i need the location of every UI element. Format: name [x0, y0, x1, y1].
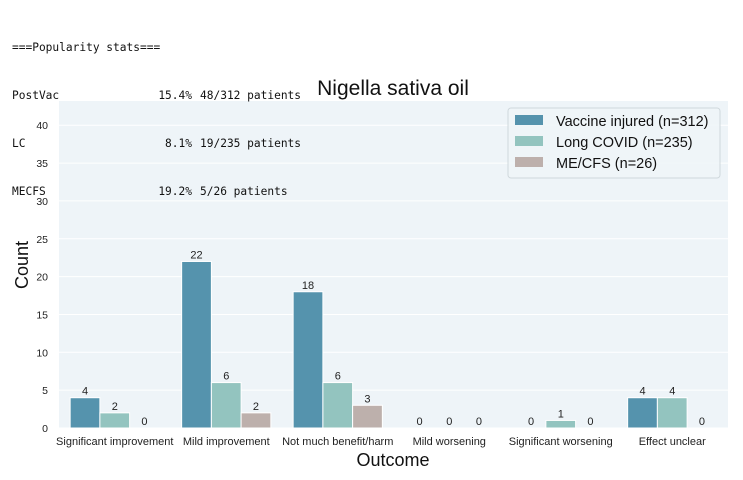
legend: Vaccine injured (n=312) Long COVID (n=235… [507, 107, 721, 179]
bar [240, 412, 272, 429]
popularity-stats: ===Popularity stats=== PostVac 15.4% 48/31… [12, 8, 301, 216]
stats-count: 19/235 patients [200, 137, 302, 150]
y-axis-label: Count [12, 241, 32, 289]
stats-group: MECFS [12, 185, 46, 198]
x-tick-label: Mild improvement [183, 436, 270, 448]
stats-pct: 8.1% [165, 137, 192, 150]
bar-value-label: 0 [699, 416, 705, 428]
x-tick-labels: Significant improvement Mild improvement N… [56, 436, 706, 448]
bar-value-label: 0 [141, 416, 147, 428]
y-tick-label: 10 [36, 347, 48, 359]
bar-value-label: 4 [82, 386, 88, 398]
stats-count: 48/312 patients [200, 89, 302, 102]
y-tick-label: 25 [36, 234, 48, 246]
x-tick-label: Not much benefit/harm [282, 436, 393, 448]
legend-box [507, 107, 721, 179]
y-tick-label: 35 [36, 158, 48, 170]
bar-value-label: 6 [335, 371, 341, 383]
bar-value-label: 4 [669, 386, 675, 398]
y-tick-label: 30 [36, 196, 48, 208]
bar [292, 291, 324, 429]
y-tick-labels: 0 5 10 15 20 25 30 35 40 [36, 120, 48, 435]
x-tick-label: Mild worsening [413, 436, 486, 448]
legend-entry: ME/CFS (n=26) [556, 156, 657, 172]
stats-group: PostVac [12, 89, 60, 102]
bar-value-label: 0 [446, 416, 452, 428]
bar [656, 397, 688, 429]
stats-pct: 15.4% [158, 89, 192, 102]
stats-header: ===Popularity stats=== [12, 41, 161, 54]
y-tick-label: 15 [36, 309, 48, 321]
chart-title: Nigella sativa oil [317, 77, 469, 100]
y-tick-label: 5 [42, 385, 48, 397]
stats-row-postvac: PostVac 15.4% 48/312 patients [12, 88, 301, 104]
y-tick-label: 20 [36, 272, 48, 284]
bar-value-label: 0 [587, 416, 593, 428]
bar [69, 397, 101, 429]
bar-value-label: 0 [416, 416, 422, 428]
x-tick-label: Significant worsening [509, 436, 613, 448]
y-tick-label: 40 [36, 120, 48, 132]
bar-value-label: 0 [476, 416, 482, 428]
bar-value-label: 2 [253, 401, 259, 413]
bar-value-label: 22 [190, 249, 202, 261]
legend-swatch [515, 115, 543, 125]
bar [545, 419, 577, 429]
x-axis-label: Outcome [356, 450, 429, 470]
bar [210, 382, 242, 429]
stats-row-mecfs: MECFS 19.2% 5/26 patients [12, 184, 301, 200]
bar-value-label: 1 [558, 408, 564, 420]
bar-value-label: 4 [639, 386, 645, 398]
bars: 4 2 0 22 6 2 18 6 3 0 0 0 0 1 0 4 4 0 [69, 249, 705, 429]
x-tick-label: Effect unclear [639, 436, 706, 448]
bar [352, 404, 383, 429]
bar-value-label: 18 [302, 280, 314, 292]
bar-value-label: 6 [223, 371, 229, 383]
bar-value-label: 2 [112, 401, 118, 413]
bar [99, 412, 131, 429]
stats-group: LC [12, 137, 26, 150]
legend-entry: Vaccine injured (n=312) [556, 114, 708, 130]
stats-row-lc: LC 8.1% 19/235 patients [12, 136, 301, 152]
bar-value-label: 0 [528, 416, 534, 428]
bar-value-label: 3 [364, 393, 370, 405]
legend-entry: Long COVID (n=235) [556, 135, 693, 151]
legend-swatch [515, 136, 543, 146]
y-tick-label: 0 [42, 423, 48, 435]
bar [181, 260, 212, 429]
x-tick-label: Significant improvement [56, 436, 173, 448]
bar [322, 382, 354, 429]
bar [627, 397, 658, 429]
stats-pct: 19.2% [158, 185, 192, 198]
stats-count: 5/26 patients [200, 185, 288, 198]
legend-swatch [515, 157, 543, 167]
